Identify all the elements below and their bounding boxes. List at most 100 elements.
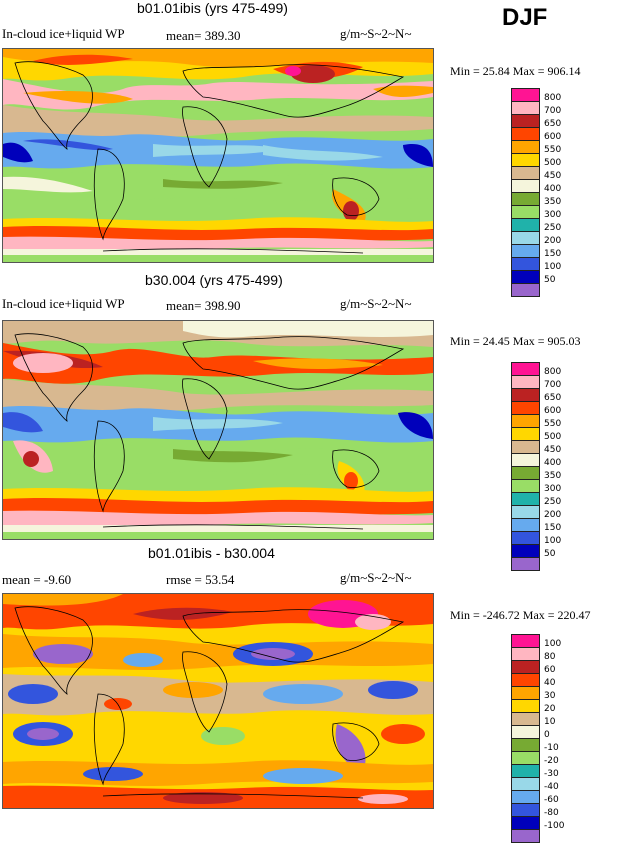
panel-1-map (2, 48, 434, 263)
panel-1-min-max: Min = 25.84 Max = 906.14 (450, 64, 581, 78)
legend-swatch (511, 166, 540, 179)
legend-swatch (511, 738, 540, 751)
legend-row: 350 (511, 466, 621, 481)
legend-label: 450 (544, 171, 562, 181)
legend-row: -80 (511, 803, 621, 818)
legend-swatch (511, 192, 540, 205)
legend-row: 200 (511, 505, 621, 520)
legend-row: 400 (511, 179, 621, 194)
legend-swatch (511, 634, 540, 647)
panel-2-map (2, 320, 434, 540)
legend-label: 450 (544, 445, 562, 455)
legend-swatch (511, 257, 540, 270)
legend-label: 60 (544, 665, 556, 675)
panel-3-min-max: Min = -246.72 Max = 220.47 (450, 608, 591, 622)
legend-row: 50 (511, 270, 621, 285)
legend-swatch (511, 725, 540, 738)
legend-label: 300 (544, 484, 562, 494)
legend-swatch (511, 453, 540, 466)
legend-swatch (511, 557, 540, 571)
legend-swatch (511, 179, 540, 192)
legend-swatch (511, 153, 540, 166)
legend-row: 300 (511, 205, 621, 220)
legend-row: 250 (511, 492, 621, 507)
legend-swatch (511, 205, 540, 218)
legend-label: 40 (544, 678, 556, 688)
panel-1-title: b01.01ibis (yrs 475-499) (137, 0, 288, 16)
legend-row: 500 (511, 427, 621, 442)
legend-row: -40 (511, 777, 621, 792)
legend-label: 300 (544, 210, 562, 220)
legend-row: 100 (511, 257, 621, 272)
legend-row: 450 (511, 166, 621, 181)
panel-3-mean: mean = -9.60 (2, 572, 72, 587)
panel-2-mean: mean= 398.90 (166, 298, 241, 313)
panel-1-variable: In-cloud ice+liquid WP (2, 26, 125, 41)
legend-label: 20 (544, 704, 556, 714)
legend-label: 150 (544, 523, 562, 533)
legend-row: 550 (511, 140, 621, 155)
legend-label: 100 (544, 639, 562, 649)
legend-swatch (511, 505, 540, 518)
legend-swatch (511, 751, 540, 764)
legend-swatch (511, 140, 540, 153)
panel-3-rmse: rmse = 53.54 (166, 572, 235, 587)
legend-swatch (511, 283, 540, 297)
legend-swatch (511, 531, 540, 544)
legend-label: 350 (544, 197, 562, 207)
legend-swatch (511, 816, 540, 829)
legend-label: 800 (544, 367, 562, 377)
legend-row: 40 (511, 673, 621, 688)
panel-1-units: g/m~S~2~N~ (340, 26, 412, 41)
legend-label: 700 (544, 380, 562, 390)
legend-label: 30 (544, 691, 556, 701)
legend-row: 20 (511, 699, 621, 714)
legend-label: 150 (544, 249, 562, 259)
legend-label: 250 (544, 497, 562, 507)
panel-1-legend: 800 700 650 600 550 500 450 400 350 300 … (511, 88, 621, 297)
legend-swatch (511, 699, 540, 712)
legend-row: 50 (511, 544, 621, 559)
panel-2-variable: In-cloud ice+liquid WP (2, 296, 125, 311)
legend-row: 150 (511, 518, 621, 533)
legend-swatch (511, 712, 540, 725)
legend-label: 10 (544, 717, 556, 727)
legend-label: 650 (544, 119, 562, 129)
legend-row: 60 (511, 660, 621, 675)
legend-swatch (511, 114, 540, 127)
legend-row: -60 (511, 790, 621, 805)
legend-label: 800 (544, 93, 562, 103)
panel-1-mean: mean= 389.30 (166, 28, 241, 43)
legend-swatch (511, 427, 540, 440)
legend-label: 250 (544, 223, 562, 233)
legend-swatch (511, 440, 540, 453)
legend-swatch (511, 231, 540, 244)
legend-row: -20 (511, 751, 621, 766)
legend-row (511, 829, 621, 843)
legend-row: -10 (511, 738, 621, 753)
legend-row: 150 (511, 244, 621, 259)
legend-label: -40 (544, 782, 559, 792)
legend-swatch (511, 647, 540, 660)
legend-swatch (511, 401, 540, 414)
legend-row: 0 (511, 725, 621, 740)
legend-label: 100 (544, 536, 562, 546)
legend-swatch (511, 466, 540, 479)
legend-swatch (511, 803, 540, 816)
legend-row: 300 (511, 479, 621, 494)
legend-row: 30 (511, 686, 621, 701)
legend-swatch (511, 829, 540, 843)
legend-swatch (511, 375, 540, 388)
legend-swatch (511, 790, 540, 803)
legend-row: 200 (511, 231, 621, 246)
legend-row: 800 (511, 362, 621, 377)
panel-3-units: g/m~S~2~N~ (340, 570, 412, 585)
season-label: DJF (502, 4, 548, 31)
legend-label: -60 (544, 795, 559, 805)
legend-swatch (511, 362, 540, 375)
legend-row: 550 (511, 414, 621, 429)
legend-row: 600 (511, 127, 621, 142)
legend-swatch (511, 414, 540, 427)
legend-label: 350 (544, 471, 562, 481)
legend-swatch (511, 479, 540, 492)
